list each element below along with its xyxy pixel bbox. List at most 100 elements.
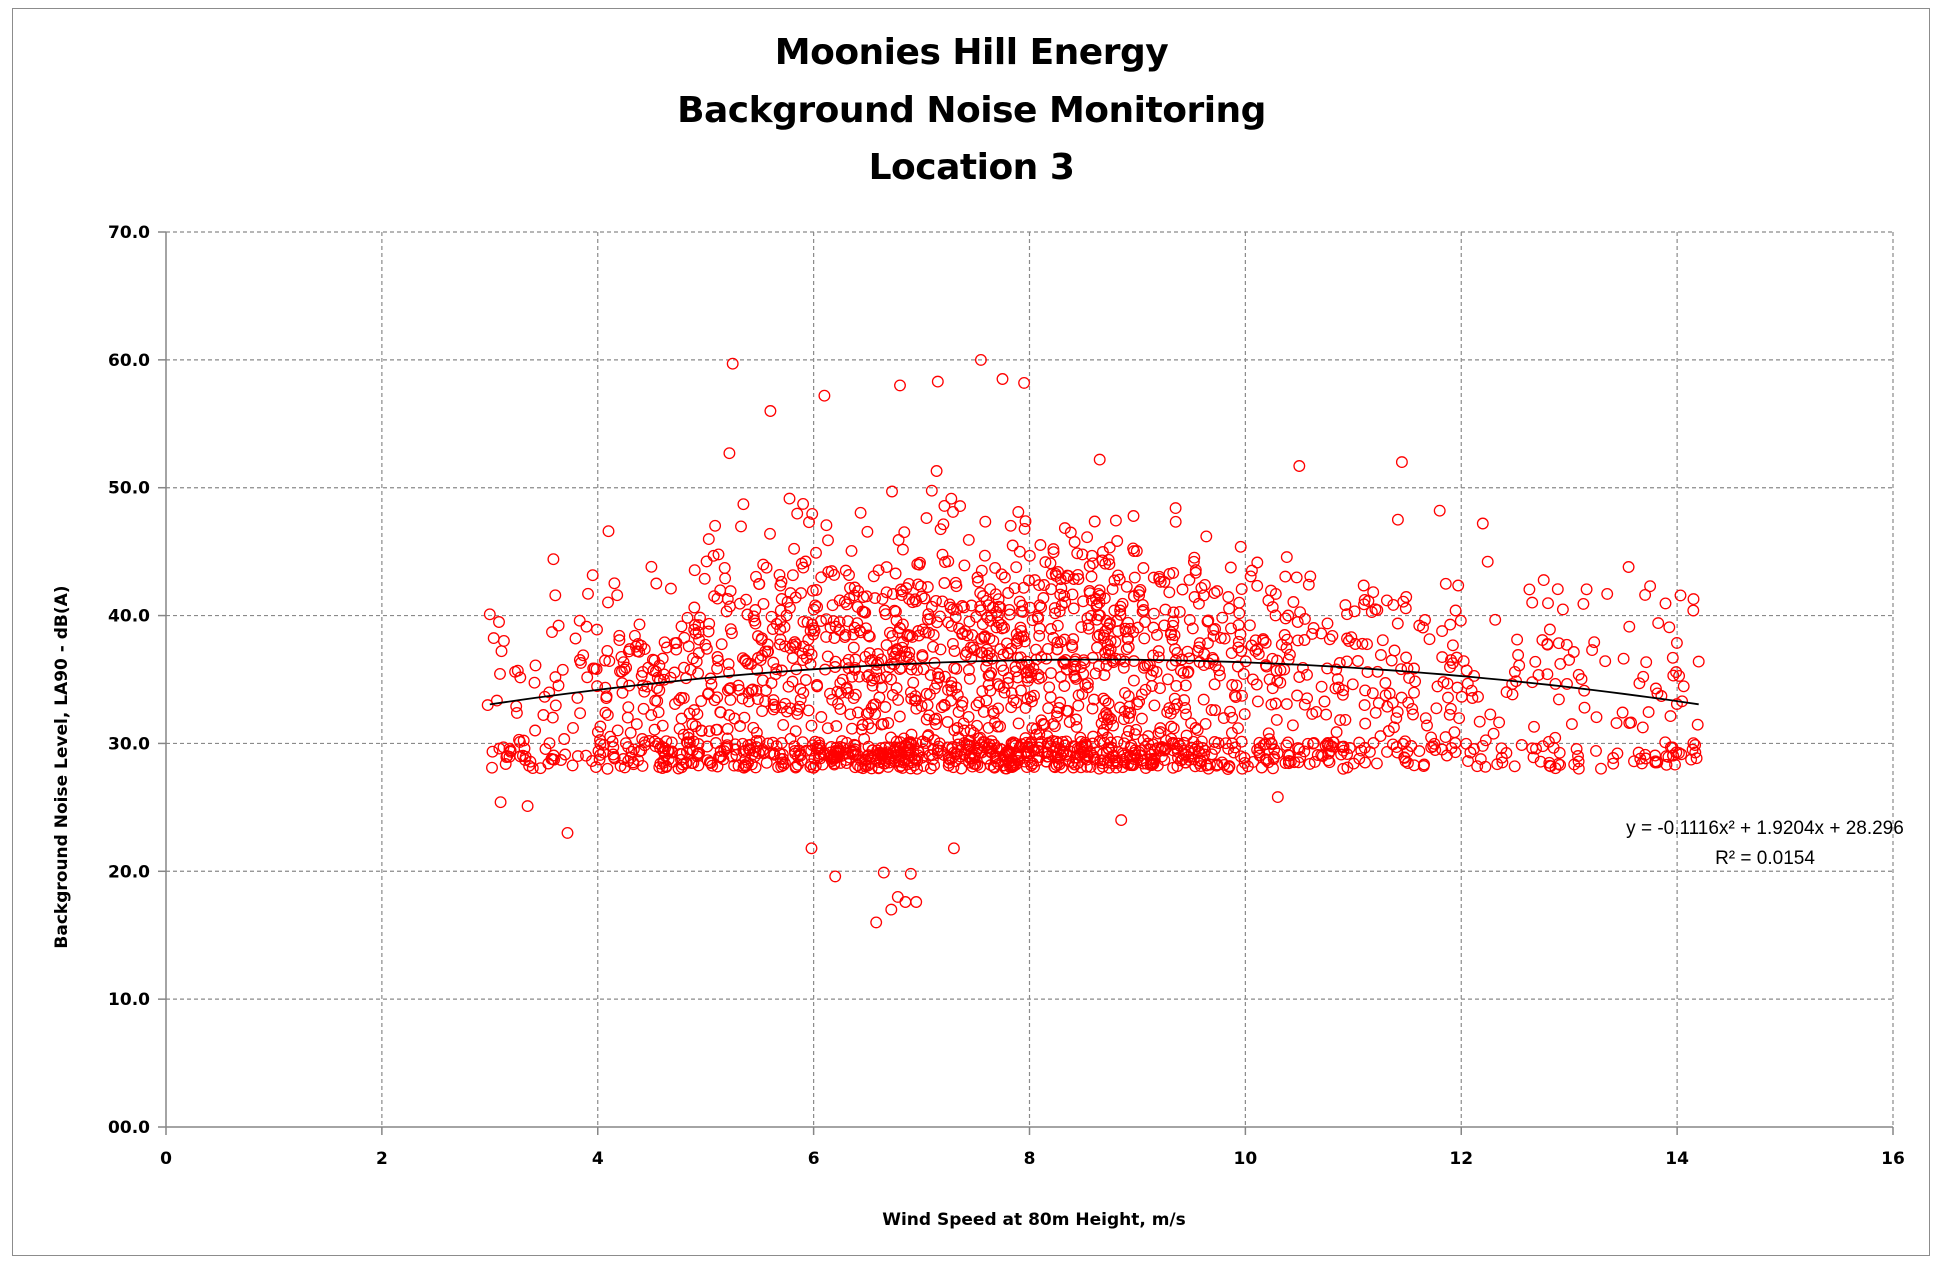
- data-point: [1532, 668, 1545, 681]
- data-point: [1054, 671, 1067, 683]
- data-point: [947, 505, 959, 518]
- data-point: [630, 718, 643, 731]
- data-point: [1310, 705, 1323, 718]
- data-point: [1381, 745, 1393, 758]
- data-point: [904, 867, 917, 880]
- data-point: [1413, 745, 1426, 758]
- data-point: [1351, 655, 1364, 667]
- data-point: [1374, 649, 1387, 661]
- data-point: [1321, 662, 1334, 675]
- data-point: [1462, 755, 1474, 768]
- data-point: [1401, 662, 1414, 675]
- data-point: [1423, 633, 1436, 646]
- data-point: [753, 578, 766, 590]
- data-point: [1147, 621, 1160, 634]
- data-point: [910, 896, 923, 908]
- data-point: [581, 671, 594, 684]
- data-point: [757, 558, 770, 571]
- data-point: [1012, 506, 1025, 518]
- data-point: [784, 702, 797, 715]
- data-point: [767, 698, 780, 711]
- data-point: [648, 723, 661, 736]
- data-point: [799, 674, 812, 686]
- data-point: [978, 549, 991, 562]
- data-point: [1403, 671, 1416, 684]
- data-point: [677, 692, 690, 705]
- data-point: [1079, 678, 1092, 691]
- data-point: [954, 500, 967, 513]
- data-point: [1025, 695, 1038, 708]
- data-point: [848, 581, 861, 594]
- data-point: [829, 620, 842, 633]
- data-point: [1185, 717, 1198, 730]
- data-point: [760, 684, 772, 697]
- data-point: [1106, 654, 1119, 667]
- data-point: [1095, 717, 1108, 730]
- data-point: [1359, 684, 1372, 697]
- data-point: [1247, 755, 1260, 768]
- data-point: [1599, 655, 1612, 668]
- data-point: [1047, 546, 1060, 559]
- data-point: [870, 665, 883, 678]
- data-point: [1223, 760, 1236, 773]
- data-point: [1552, 757, 1565, 770]
- data-point: [1124, 759, 1137, 772]
- data-point: [1003, 608, 1016, 621]
- data-point: [608, 577, 621, 590]
- data-point: [948, 645, 961, 657]
- data-point: [1642, 706, 1655, 719]
- data-point: [1395, 663, 1408, 676]
- data-point: [1419, 614, 1431, 626]
- data-point: [1543, 759, 1556, 772]
- data-point: [1077, 595, 1090, 608]
- data-point: [1067, 633, 1080, 646]
- data-point: [1586, 644, 1599, 657]
- data-point: [893, 710, 906, 723]
- data-point: [1205, 704, 1218, 716]
- data-point: [1047, 543, 1060, 556]
- data-point: [1002, 749, 1015, 761]
- data-point: [1536, 740, 1549, 753]
- data-point: [1301, 737, 1314, 750]
- data-point: [889, 741, 902, 754]
- tick-labels: 00.0 10.0 20.0 30.0 40.0 50.0 60.0 70.0 0 2 4 6 8 10 1…: [108, 223, 1905, 1169]
- data-point: [757, 597, 770, 610]
- data-point: [890, 735, 903, 748]
- data-point: [911, 762, 924, 775]
- data-point: [916, 650, 929, 663]
- data-point: [936, 548, 949, 561]
- data-point: [580, 620, 593, 633]
- chart-title-line-2: Background Noise Monitoring: [677, 90, 1266, 131]
- data-point: [1096, 546, 1109, 558]
- data-point: [981, 611, 994, 624]
- data-point: [1391, 513, 1404, 526]
- data-point: [945, 492, 958, 505]
- data-point: [1213, 669, 1226, 682]
- data-point: [1391, 705, 1404, 718]
- data-point: [1122, 616, 1135, 629]
- data-point: [994, 643, 1007, 656]
- data-point: [774, 604, 787, 617]
- data-point: [607, 741, 620, 754]
- data-point: [1232, 635, 1245, 648]
- data-point: [721, 722, 734, 735]
- data-point: [724, 585, 737, 598]
- data-point: [1508, 665, 1521, 678]
- data-point: [947, 761, 960, 774]
- data-point: [1356, 637, 1369, 650]
- data-point: [985, 652, 998, 665]
- x-tick-label: 6: [808, 1149, 820, 1169]
- data-point: [547, 553, 560, 566]
- data-point: [1496, 756, 1509, 769]
- y-tick-label: 40.0: [108, 607, 150, 627]
- data-point: [834, 677, 847, 690]
- data-point: [1051, 636, 1064, 649]
- data-point: [1246, 673, 1259, 686]
- data-point: [1158, 575, 1171, 588]
- data-point: [1033, 629, 1046, 642]
- data-point: [694, 611, 706, 624]
- data-point: [1484, 708, 1497, 721]
- y-tick-label: 50.0: [108, 479, 150, 499]
- data-point: [1164, 707, 1177, 720]
- data-point: [591, 623, 603, 636]
